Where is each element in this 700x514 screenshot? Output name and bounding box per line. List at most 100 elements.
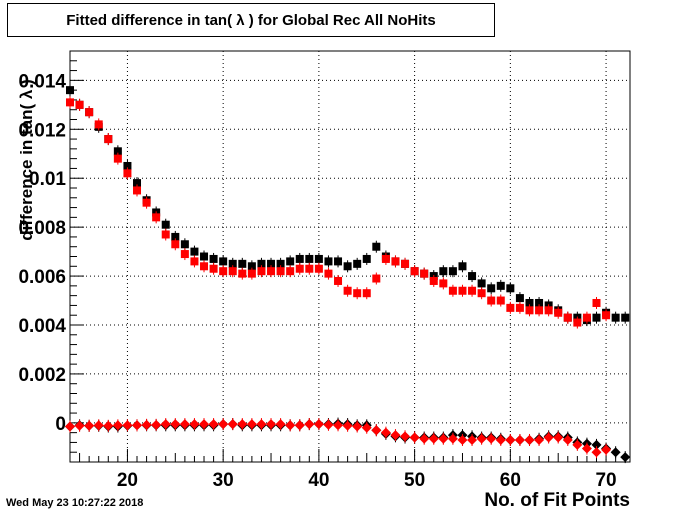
square-black-point xyxy=(113,147,122,156)
diamond-red-point xyxy=(352,421,363,432)
diamond-red-point xyxy=(237,419,248,430)
diamond-red-point xyxy=(323,419,334,430)
square-black-point xyxy=(487,284,496,293)
square-red-point xyxy=(343,286,352,295)
square-red-point xyxy=(515,303,524,312)
diamond-red-point xyxy=(581,443,592,454)
diamond-red-point xyxy=(170,419,181,430)
diamond-red-point xyxy=(524,434,535,445)
diamond-red-point xyxy=(112,420,123,431)
diamond-red-point xyxy=(304,419,315,430)
square-red-point xyxy=(439,279,448,288)
square-red-point xyxy=(94,120,103,129)
square-black-point xyxy=(362,254,371,263)
diamond-red-point xyxy=(342,420,353,431)
y-tick-label: 0.01 xyxy=(29,169,66,190)
square-red-point xyxy=(334,276,343,285)
square-black-point xyxy=(286,257,295,266)
x-tick-label: 20 xyxy=(117,470,138,491)
square-red-point xyxy=(448,286,457,295)
square-black-point xyxy=(621,313,630,322)
diamond-red-point xyxy=(74,420,85,431)
diamond-red-point xyxy=(390,430,401,441)
square-black-point xyxy=(611,313,620,322)
square-red-point xyxy=(525,306,534,315)
x-tick-label: 50 xyxy=(404,470,425,491)
square-red-point xyxy=(209,264,218,273)
square-black-point xyxy=(209,254,218,263)
square-red-point xyxy=(219,267,228,276)
diamond-red-point xyxy=(409,432,420,443)
x-tick-label: 30 xyxy=(213,470,234,491)
diamond-red-point xyxy=(543,432,554,443)
square-red-point xyxy=(123,169,132,178)
square-red-point xyxy=(305,264,314,273)
x-tick-label: 60 xyxy=(500,470,521,491)
square-black-point xyxy=(228,259,237,268)
square-black-point xyxy=(171,232,180,241)
diamond-red-point xyxy=(591,447,602,458)
diamond-red-point xyxy=(428,433,439,444)
x-tick-label: 40 xyxy=(308,470,329,491)
diamond-red-point xyxy=(486,433,497,444)
diamond-red-point xyxy=(572,439,583,450)
diamond-red-point xyxy=(361,422,372,433)
square-black-point xyxy=(343,262,352,271)
square-black-point xyxy=(334,257,343,266)
diamond-red-point xyxy=(84,420,95,431)
square-red-point xyxy=(75,100,84,109)
square-red-point xyxy=(314,264,323,273)
square-red-point xyxy=(391,257,400,266)
diamond-red-point xyxy=(457,434,468,445)
diamond-red-point xyxy=(476,433,487,444)
square-black-point xyxy=(161,220,170,229)
y-tick-label: 0.006 xyxy=(18,267,66,288)
square-black-point xyxy=(506,284,515,293)
y-tick-label: 0.012 xyxy=(18,120,66,141)
square-black-point xyxy=(353,259,362,268)
square-black-point xyxy=(525,298,534,307)
square-red-point xyxy=(228,267,237,276)
diamond-red-point xyxy=(256,419,267,430)
square-black-point xyxy=(496,281,505,290)
square-red-point xyxy=(506,303,515,312)
square-black-point xyxy=(66,86,74,95)
timestamp: Wed May 23 10:27:22 2018 xyxy=(6,497,144,509)
diamond-red-point xyxy=(179,419,190,430)
diamond-red-point xyxy=(208,419,219,430)
square-black-point xyxy=(180,240,189,249)
diamond-red-point xyxy=(313,419,324,430)
square-black-point xyxy=(305,254,314,263)
diamond-red-point xyxy=(160,419,171,430)
square-black-point xyxy=(238,259,247,268)
square-red-point xyxy=(602,311,611,320)
square-red-point xyxy=(429,276,438,285)
square-black-point xyxy=(314,254,323,263)
plot-frame xyxy=(69,50,631,463)
square-red-point xyxy=(133,186,142,195)
square-red-point xyxy=(496,296,505,305)
diamond-red-point xyxy=(400,431,411,442)
diamond-red-point xyxy=(189,419,200,430)
square-red-point xyxy=(152,213,161,222)
diamond-red-point xyxy=(467,434,478,445)
square-black-point xyxy=(123,161,132,170)
square-black-point xyxy=(295,254,304,263)
diamond-black-point xyxy=(620,452,631,463)
diamond-red-point xyxy=(151,419,162,430)
square-red-point xyxy=(190,257,199,266)
square-red-point xyxy=(247,269,256,278)
square-red-point xyxy=(477,289,486,298)
y-tick-label: 0.014 xyxy=(18,71,66,92)
diamond-red-point xyxy=(122,420,133,431)
diamond-red-point xyxy=(419,433,430,444)
x-tick-label: 70 xyxy=(595,470,616,491)
square-red-point xyxy=(324,269,333,278)
square-black-point xyxy=(267,259,276,268)
diamond-red-point xyxy=(285,420,296,431)
square-black-point xyxy=(468,272,477,281)
square-red-point xyxy=(286,267,295,276)
square-red-point xyxy=(66,98,74,107)
diamond-red-point xyxy=(380,427,391,438)
